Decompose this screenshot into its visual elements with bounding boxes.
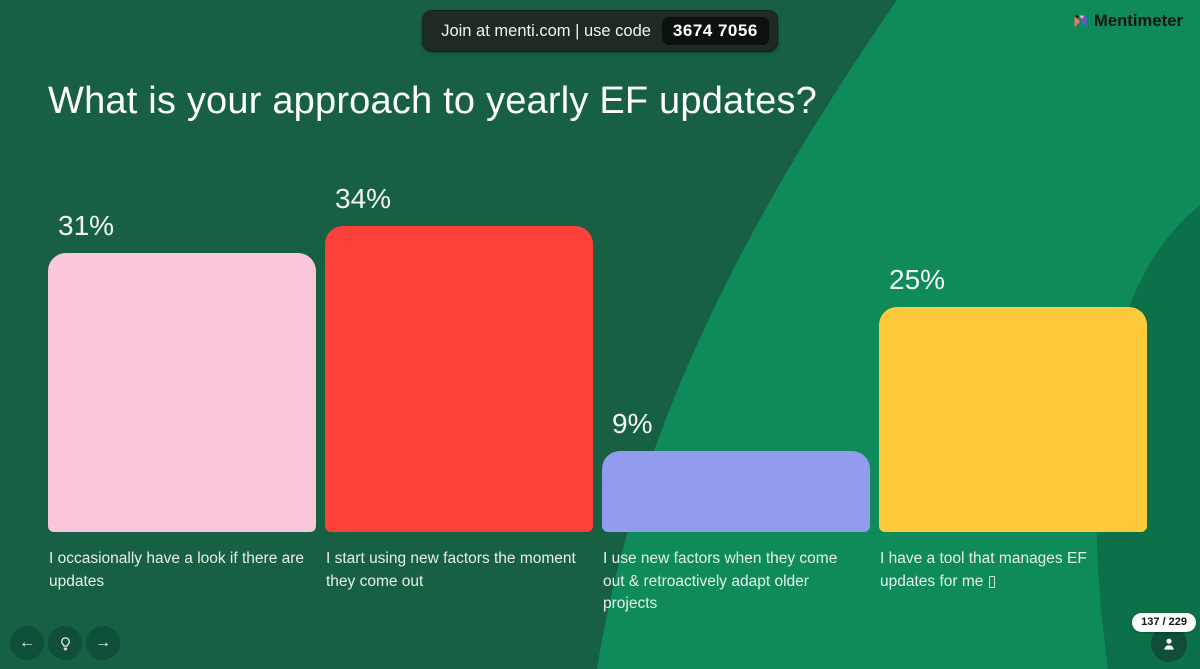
- question-title: What is your approach to yearly EF updat…: [48, 80, 817, 122]
- response-counter-badge: 137 / 229: [1132, 613, 1196, 632]
- bar-category-label: I have a tool that manages EF updates fo…: [880, 550, 1087, 590]
- bar-category-label: I start using new factors the moment the…: [326, 550, 576, 590]
- bar-value-label: 34%: [335, 183, 392, 214]
- bar-category-label: I use new factors when they come out & r…: [603, 550, 838, 612]
- arrow-right-icon: →: [95, 634, 111, 651]
- bar-value-label: 31%: [58, 210, 115, 241]
- join-code-badge: 3674 7056: [661, 17, 769, 45]
- join-banner-text: Join at menti.com | use code: [441, 21, 651, 40]
- bar-value-label: 25%: [889, 264, 946, 295]
- mentimeter-logo: Mentimeter: [1072, 12, 1183, 31]
- mentimeter-logo-icon: [1074, 15, 1087, 28]
- mentimeter-logo-text: Mentimeter: [1093, 12, 1183, 30]
- instructions-button[interactable]: [48, 626, 82, 660]
- arrow-left-icon: ←: [19, 634, 35, 651]
- join-banner: Join at menti.com | use code 3674 7056: [422, 10, 778, 52]
- bar-segment: [48, 253, 316, 532]
- participants-button[interactable]: [1151, 626, 1187, 662]
- swoosh-mid-shape: [1096, 205, 1200, 669]
- person-icon: [1164, 638, 1174, 650]
- previous-slide-button[interactable]: ←: [10, 626, 44, 660]
- lightbulb-icon: [60, 636, 70, 650]
- bar-category-label: I occasionally have a look if there are …: [49, 550, 305, 590]
- next-slide-button[interactable]: →: [86, 626, 120, 660]
- bar-segment: [879, 307, 1147, 532]
- bar-segment: [602, 451, 870, 532]
- bar-value-label: 9%: [612, 408, 653, 439]
- bar-segment: [325, 226, 593, 532]
